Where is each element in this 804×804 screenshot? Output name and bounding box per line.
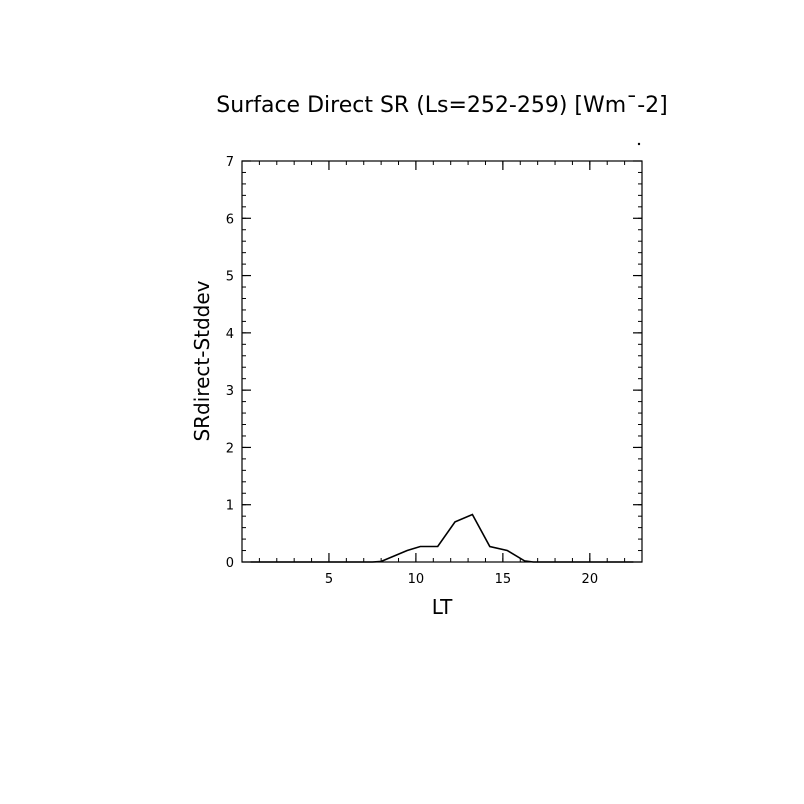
x-tick-labels: 5 10 15 20 <box>325 572 598 587</box>
series-line <box>250 513 634 563</box>
y-tick-label: 5 <box>226 270 234 285</box>
y-axis-label: SRdirect-Stddev <box>190 280 214 441</box>
y-tick-label: 6 <box>226 212 234 227</box>
y-tick-label: 3 <box>226 384 234 399</box>
x-tick-label: 15 <box>495 572 512 587</box>
major-ticks <box>242 160 642 563</box>
chart-title: Surface Direct SR (Ls=252-259) [Wm¯-2] <box>216 93 667 118</box>
y-tick-label: 2 <box>226 441 234 456</box>
y-tick-label: 1 <box>226 499 234 514</box>
y-tick-label: 0 <box>226 556 234 571</box>
x-tick-label: 20 <box>582 572 599 587</box>
x-tick-label: 5 <box>325 572 333 587</box>
x-tick-label: 10 <box>408 572 425 587</box>
corner-dot <box>637 142 641 146</box>
minor-ticks <box>242 161 642 562</box>
y-tick-labels: 0 1 2 3 4 5 6 7 <box>226 155 234 571</box>
x-axis-label: LT <box>432 595 453 619</box>
y-tick-label: 4 <box>226 327 234 342</box>
plot-frame <box>241 160 643 563</box>
y-tick-label: 7 <box>226 155 234 170</box>
